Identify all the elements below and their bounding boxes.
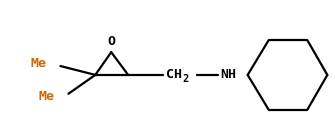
Text: Me: Me	[30, 57, 47, 70]
Text: Me: Me	[39, 90, 55, 103]
Text: NH: NH	[220, 68, 236, 81]
Text: O: O	[107, 35, 115, 48]
Text: CH: CH	[166, 68, 182, 81]
Text: 2: 2	[182, 74, 188, 84]
